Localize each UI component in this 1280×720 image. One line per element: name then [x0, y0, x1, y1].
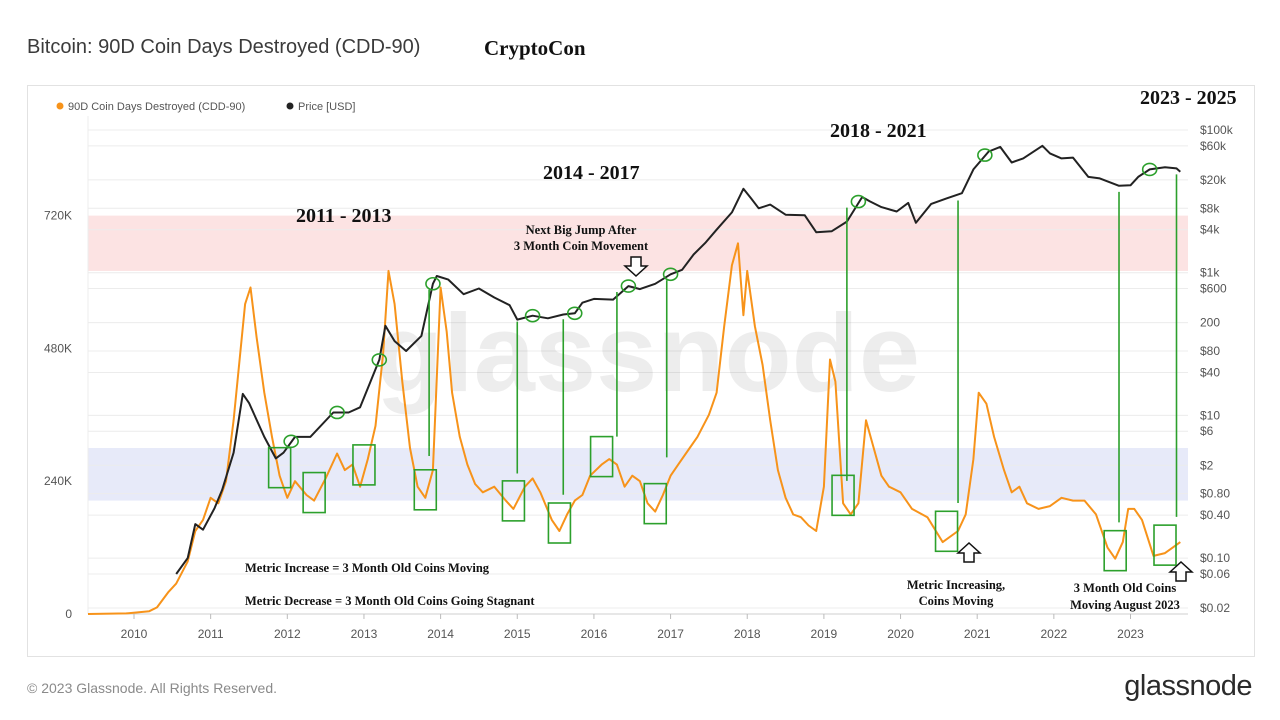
x-tick-label: 2019: [811, 627, 838, 641]
green-box: [267, 446, 292, 489]
x-tick-label: 2016: [581, 627, 608, 641]
right-tick-label: $1k: [1200, 266, 1220, 280]
copyright: © 2023 Glassnode. All Rights Reserved.: [27, 680, 278, 696]
left-tick-label: 480K: [44, 341, 72, 355]
green-circle: [283, 434, 299, 449]
right-tick-label: $10: [1200, 408, 1220, 422]
right-tick-label: $60k: [1200, 139, 1227, 153]
era-label-2023-2025: 2023 - 2025: [1140, 87, 1237, 109]
author-label: CryptoCon: [484, 36, 586, 60]
glassnode-logo: glassnode: [1124, 670, 1252, 702]
right-tick-label: $0.02: [1200, 601, 1230, 615]
era-label-2014-2017: 2014 - 2017: [543, 162, 640, 184]
legend-dot-price: [286, 102, 294, 110]
callout-jump-line1: Next Big Jump After: [526, 223, 637, 237]
x-tick-label: 2017: [657, 627, 684, 641]
left-tick-label: 240K: [44, 474, 72, 488]
right-axis: $100k $60k $20k $8k $4k $1k $600 200 $80 $40 $10 $6…: [1200, 123, 1234, 615]
green-box: [643, 482, 668, 525]
callout-increasing-line2: Coins Moving: [919, 594, 994, 608]
right-tick-label: $0.06: [1200, 567, 1230, 581]
x-tick-label: 2018: [734, 627, 761, 641]
chart-svg: 90D Coin Days Destroyed (CDD-90) Price […: [44, 87, 1237, 641]
green-circle: [425, 276, 441, 291]
right-tick-label: $0.80: [1200, 487, 1230, 501]
annotation-marks: [267, 148, 1178, 572]
right-tick-label: $0.10: [1200, 551, 1230, 565]
left-tick-label: 720K: [44, 209, 72, 223]
callout-aug-line2: Moving August 2023: [1070, 598, 1180, 612]
x-tick-label: 2015: [504, 627, 531, 641]
right-tick-label: $0.40: [1200, 508, 1230, 522]
green-circle: [620, 279, 637, 293]
green-circle: [662, 267, 679, 282]
green-box: [302, 471, 326, 514]
arrow-up-icon: [956, 541, 982, 563]
right-tick-label: $80: [1200, 344, 1220, 358]
x-tick-label: 2023: [1117, 627, 1144, 641]
arrow-down-icon: [623, 256, 649, 278]
green-circle: [566, 306, 583, 321]
green-box: [589, 435, 614, 478]
green-box: [501, 480, 526, 522]
legend-label-price: Price [USD]: [298, 101, 355, 113]
green-box: [1103, 529, 1127, 572]
page-title: Bitcoin: 90D Coin Days Destroyed (CDD-90…: [27, 36, 421, 58]
green-circle: [850, 194, 867, 209]
x-tick-label: 2020: [887, 627, 914, 641]
green-circle: [524, 308, 541, 323]
legend-label-cdd: 90D Coin Days Destroyed (CDD-90): [68, 101, 245, 113]
right-tick-label: $20k: [1200, 173, 1227, 187]
green-circle: [329, 405, 345, 420]
right-tick-label: $4k: [1200, 223, 1220, 237]
left-axis: 0 240K 480K 720K: [44, 209, 72, 621]
right-tick-label: $2: [1200, 458, 1214, 472]
green-box: [934, 510, 959, 553]
x-tick-label: 2021: [964, 627, 991, 641]
x-tick-label: 2010: [121, 627, 148, 641]
x-tick-label: 2013: [351, 627, 378, 641]
green-box: [1153, 524, 1177, 566]
callout-jump-line2: 3 Month Coin Movement: [514, 239, 649, 253]
green-circle: [371, 353, 388, 367]
note-decrease: Metric Decrease = 3 Month Old Coins Goin…: [245, 594, 535, 608]
right-tick-label: $100k: [1200, 123, 1234, 137]
green-circle: [1141, 162, 1158, 177]
left-tick-label: 0: [65, 607, 72, 621]
right-tick-label: $6: [1200, 424, 1214, 438]
arrow-up-icon: [1168, 560, 1194, 582]
note-increase: Metric Increase = 3 Month Old Coins Movi…: [245, 561, 490, 575]
x-tick-label: 2012: [274, 627, 301, 641]
right-tick-label: $600: [1200, 282, 1227, 296]
legend[interactable]: 90D Coin Days Destroyed (CDD-90) Price […: [56, 101, 356, 113]
x-tick-label: 2022: [1041, 627, 1068, 641]
green-box: [413, 468, 438, 511]
era-label-2018-2021: 2018 - 2021: [830, 120, 927, 142]
callout-increasing-line1: Metric Increasing,: [907, 578, 1005, 592]
x-tick-label: 2011: [198, 627, 224, 641]
right-tick-label: 200: [1200, 316, 1220, 330]
green-circle: [977, 148, 993, 162]
green-box: [831, 474, 855, 517]
right-tick-label: $8k: [1200, 201, 1220, 215]
x-tick-label: 2014: [427, 627, 454, 641]
chart-frame: 90D Coin Days Destroyed (CDD-90) Price […: [27, 85, 1255, 657]
right-tick-label: $40: [1200, 365, 1220, 379]
legend-dot-cdd: [56, 102, 64, 110]
era-label-2011-2013: 2011 - 2013: [296, 205, 392, 227]
callout-aug-line1: 3 Month Old Coins: [1074, 581, 1177, 595]
green-box: [352, 444, 376, 486]
x-axis: 2010 2011 2012 2013 2014 2015 2016 2017 2018 2019…: [121, 614, 1144, 641]
watermark: glassnode: [376, 292, 920, 415]
green-box: [547, 502, 572, 544]
